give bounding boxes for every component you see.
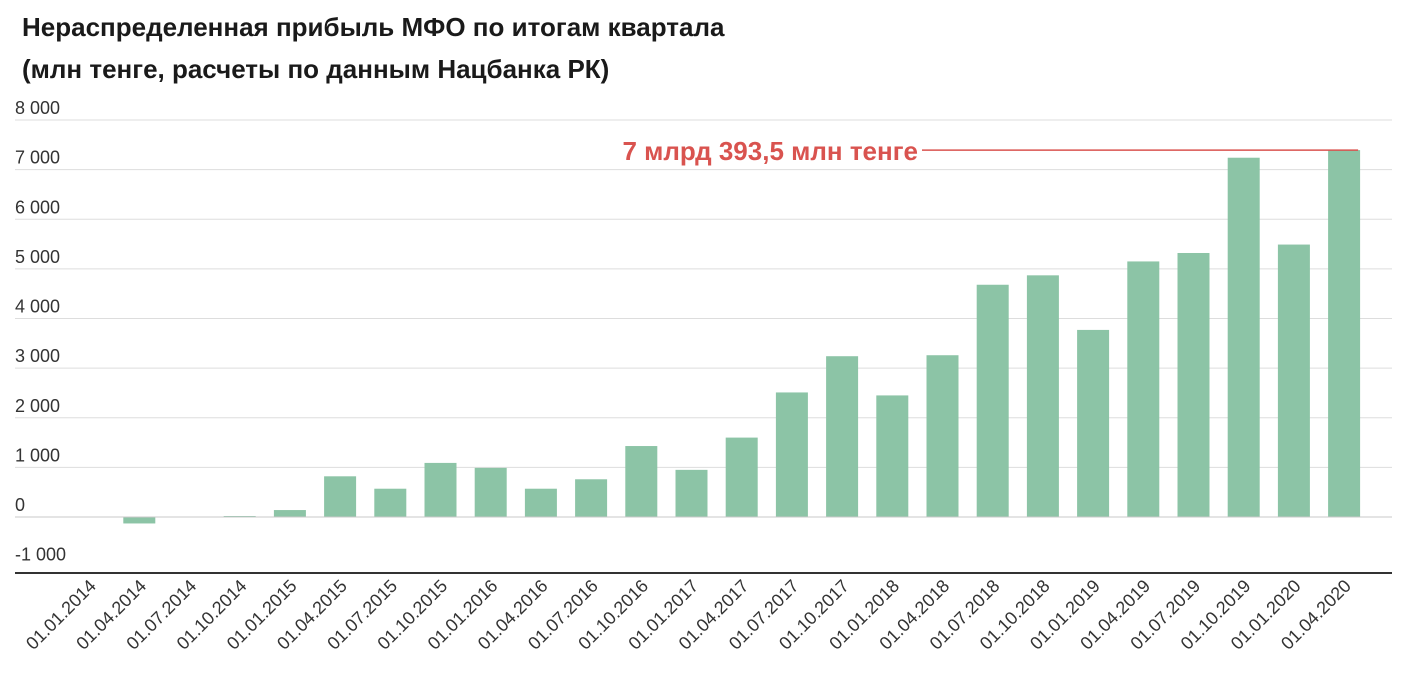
bar: [273, 510, 306, 517]
y-tick-label: 0: [15, 495, 25, 515]
y-tick-label: 6 000: [15, 197, 60, 217]
y-tick-label: 5 000: [15, 247, 60, 267]
bar: [575, 479, 608, 517]
bar: [775, 392, 808, 517]
bar: [1077, 329, 1110, 517]
bar: [1177, 252, 1210, 517]
bar: [675, 469, 708, 517]
annotation-label: 7 млрд 393,5 млн тенге: [622, 136, 918, 166]
bar: [926, 355, 959, 517]
bar: [876, 395, 909, 517]
bar: [1227, 157, 1260, 517]
bar: [826, 356, 859, 517]
bar: [424, 462, 457, 517]
bar: [324, 476, 357, 517]
chart-title: Нераспределенная прибыль МФО по итогам к…: [22, 6, 724, 90]
bar: [374, 488, 407, 517]
y-tick-label: 1 000: [15, 445, 60, 465]
y-tick-label: 3 000: [15, 346, 60, 366]
bar: [976, 284, 1009, 517]
bar: [1026, 275, 1059, 517]
bar: [474, 467, 507, 517]
bar: [1277, 244, 1310, 517]
bar: [1127, 261, 1160, 517]
y-tick-label: 4 000: [15, 297, 60, 317]
bar: [625, 446, 658, 517]
y-tick-label: -1 000: [15, 545, 66, 565]
y-tick-label: 8 000: [15, 98, 60, 118]
bar: [123, 517, 156, 524]
bar: [725, 437, 758, 517]
y-tick-label: 2 000: [15, 396, 60, 416]
chart-title-line-1: Нераспределенная прибыль МФО по итогам к…: [22, 12, 725, 42]
chart-title-line-2: (млн тенге, расчеты по данным Нацбанка Р…: [22, 54, 610, 84]
y-tick-label: 7 000: [15, 148, 60, 168]
bar: [524, 488, 557, 517]
bar: [1328, 150, 1361, 517]
